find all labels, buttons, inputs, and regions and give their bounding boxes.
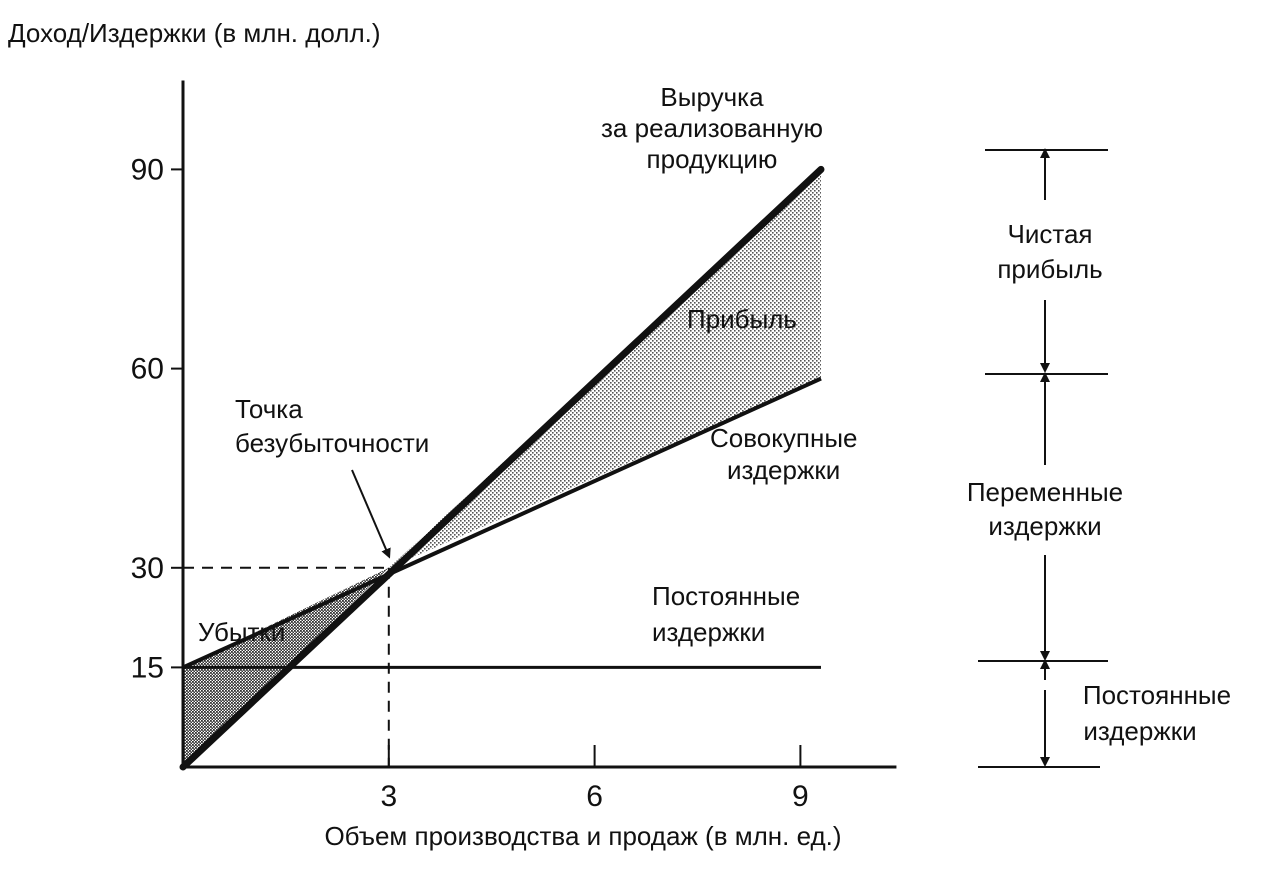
net-profit-label-1: Чистая [1007,219,1092,249]
variable-costs-label-2: издержки [988,511,1101,541]
y-tick-label: 30 [131,552,164,585]
x-axis-title: Объем производства и продаж (в млн. ед.) [324,821,841,851]
loss-area [183,567,389,767]
profit-label: Прибыль [687,304,797,334]
revenue-label-3: продукцию [647,144,778,174]
break-even-label-1: Точка [235,394,303,424]
total-costs-line [182,376,822,670]
y-ticks: 15 30 60 90 [131,153,183,684]
side-scale [978,148,1108,768]
y-tick-label: 90 [131,153,164,186]
side-fixed-costs-label-2: издержки [1083,716,1196,746]
side-fixed-costs-label-1: Постоянные [1083,680,1231,710]
break-even-label-2: безубыточности [235,428,429,458]
break-even-arrow [351,469,391,559]
revenue-label-1: Выручка [660,82,764,112]
total-costs-label-2: издержки [727,455,840,485]
y-tick-label: 60 [131,353,164,386]
revenue-label-2: за реализованную [601,113,823,143]
variable-costs-label-1: Переменные [967,477,1123,507]
x-ticks: 3 6 9 [380,745,809,813]
fixed-costs-label-2: издержки [652,617,765,647]
x-tick-label: 6 [586,780,603,813]
loss-label: Убытки [198,617,285,647]
net-profit-label-2: прибыль [997,254,1102,284]
fixed-costs-label-1: Постоянные [652,581,800,611]
y-axis-title: Доход/Издержки (в млн. долл.) [8,18,381,48]
x-tick-label: 9 [792,780,809,813]
total-costs-label-1: Совокупные [710,423,857,453]
revenue-line [179,165,825,771]
y-tick-label: 15 [131,651,164,684]
x-tick-label: 3 [380,780,397,813]
